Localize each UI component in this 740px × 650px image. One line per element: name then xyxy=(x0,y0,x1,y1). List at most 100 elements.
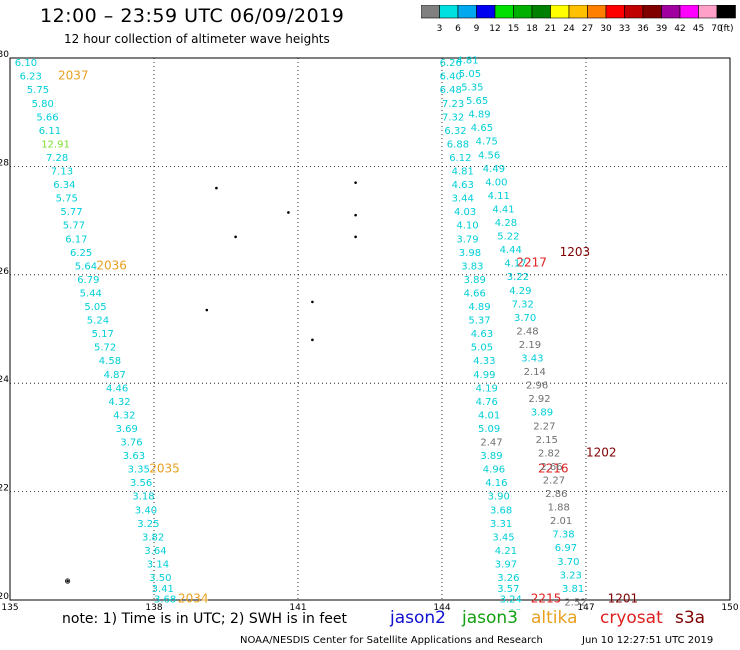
wave-height-value: 4.89 xyxy=(468,302,490,313)
mission-legend-jason3: jason3 xyxy=(462,608,518,628)
wave-height-value: 4.87 xyxy=(104,370,126,381)
wave-height-value: 7.28 xyxy=(46,153,68,164)
pass-time-label: 1203 xyxy=(560,245,591,259)
map-frame xyxy=(9,57,731,601)
wave-height-value: 3.18 xyxy=(132,492,154,503)
wave-height-value: 1.88 xyxy=(548,503,570,514)
wave-height-value: 2.01 xyxy=(550,516,572,527)
island-dot xyxy=(287,211,290,214)
colorbar-tick-label: 70 xyxy=(711,24,723,34)
wave-height-value: 4.33 xyxy=(473,356,495,367)
colorbar-tick-label: 36 xyxy=(637,24,649,34)
wave-height-value: 4.99 xyxy=(473,370,495,381)
mission-legend-jason2: jason2 xyxy=(390,608,446,628)
wave-height-value: 4.11 xyxy=(488,191,510,202)
wave-height-value: 2.27 xyxy=(533,421,555,432)
footer-note: note: 1) Time is in UTC; 2) SWH is in fe… xyxy=(62,611,348,627)
lat-tick-label: 24 xyxy=(0,375,9,385)
wave-height-value: 4.32 xyxy=(108,397,130,408)
wave-height-value: 5.75 xyxy=(27,85,49,96)
wave-height-value: 5.66 xyxy=(36,112,58,123)
wave-height-value: 5.24 xyxy=(87,316,109,327)
wave-height-value: 6.79 xyxy=(77,275,99,286)
wave-height-value: 3.24 xyxy=(500,595,522,606)
wave-height-value: 5.77 xyxy=(63,221,85,232)
wave-height-value: 3.31 xyxy=(490,519,512,530)
wave-height-value: 5.09 xyxy=(478,424,500,435)
wave-height-value: 3.14 xyxy=(147,559,169,570)
wave-height-value: 6.25 xyxy=(70,248,92,259)
wave-height-value: 4.16 xyxy=(485,478,507,489)
map-title: 12:00 – 23:59 UTC 06/09/2019 xyxy=(40,5,345,27)
island-dot xyxy=(311,338,314,342)
wave-height-value: 5.05 xyxy=(471,343,493,354)
colorbar-tick-label: 15 xyxy=(508,24,519,34)
wave-height-value: 3.23 xyxy=(560,570,582,581)
credit-line: NOAA/NESDIS Center for Satellite Applica… xyxy=(240,635,543,646)
wave-height-value: 5.65 xyxy=(466,96,488,107)
wave-height-value: 3.76 xyxy=(120,438,142,449)
island-dot xyxy=(354,235,357,239)
wave-height-value: 2.66 xyxy=(540,462,562,473)
wave-height-value: 3.22 xyxy=(507,272,529,283)
colorbar-tick-label: 27 xyxy=(582,24,593,34)
wave-height-value: 5.64 xyxy=(75,261,97,272)
island-dot xyxy=(234,235,237,239)
lat-tick-label: 22 xyxy=(0,484,9,494)
wave-height-value: 6.48 xyxy=(440,85,462,96)
wave-height-value: 6.88 xyxy=(447,139,469,150)
wave-height-value: 2.86 xyxy=(545,489,567,500)
wave-height-value: 2.82 xyxy=(538,448,560,459)
wave-height-value: 3.41 xyxy=(152,584,174,595)
mission-legend-s3a: s3a xyxy=(675,608,706,628)
wave-height-value: 4.96 xyxy=(483,465,505,476)
wave-height-value: 4.00 xyxy=(485,177,507,188)
wave-height-value: 3.98 xyxy=(459,248,481,259)
wave-height-value: 5.80 xyxy=(32,99,54,110)
wave-height-value: 5.77 xyxy=(60,207,82,218)
wave-height-value: 3.79 xyxy=(456,234,478,245)
wave-height-value: 3.63 xyxy=(123,451,145,462)
wave-height-value: 4.17 xyxy=(504,259,526,270)
wave-height-value: 3.44 xyxy=(452,194,474,205)
wave-height-value: 6.34 xyxy=(53,180,75,191)
wave-height-value: 4.21 xyxy=(495,546,517,557)
wave-height-value: 4.65 xyxy=(471,123,493,134)
wave-height-value: 4.19 xyxy=(476,383,498,394)
wave-height-value: 6.11 xyxy=(39,126,61,137)
wave-height-value: 3.68 xyxy=(490,505,512,516)
wave-height-value: 6.32 xyxy=(444,126,466,137)
wave-height-value: 4.81 xyxy=(456,55,478,66)
wave-height-value: 3.68 xyxy=(154,595,176,606)
wave-height-value: 4.63 xyxy=(471,329,493,340)
pass-time-label: 2215 xyxy=(531,592,562,606)
colorbar-tick-label: 3 xyxy=(437,24,443,34)
wave-height-value: 4.81 xyxy=(452,167,474,178)
wave-height-value: 7.13 xyxy=(51,167,73,178)
wave-height-value: 5.35 xyxy=(461,83,483,94)
wave-height-value: 3.50 xyxy=(149,573,171,584)
wave-height-value: 4.25 xyxy=(500,608,522,610)
wave-height-value: 4.46 xyxy=(106,383,128,394)
wave-height-value: 5.22 xyxy=(497,232,519,243)
wave-height-value: 3.89 xyxy=(480,451,502,462)
wave-height-value: 5.37 xyxy=(468,316,490,327)
wave-height-value: 3.40 xyxy=(135,505,157,516)
wave-height-value: 4.49 xyxy=(483,164,505,175)
pass-time-label: 1201 xyxy=(608,592,639,606)
wave-height-value: 5.05 xyxy=(84,302,106,313)
wave-height-value: 7.32 xyxy=(442,112,464,123)
wave-height-value: 6.26 xyxy=(440,58,462,69)
wave-height-value: 2.27 xyxy=(543,475,565,486)
wave-height-value: 6.10 xyxy=(15,58,37,69)
wave-height-value: 3.26 xyxy=(497,573,519,584)
wave-height-value: 6.12 xyxy=(449,153,471,164)
colorbar-swatch xyxy=(716,5,736,19)
lon-tick-label: 150 xyxy=(721,603,738,610)
wave-height-value: 3.70 xyxy=(514,313,536,324)
wave-height-value: 3.64 xyxy=(144,546,166,557)
wave-height-value: 3.43 xyxy=(521,354,543,365)
lon-tick-label: 135 xyxy=(1,603,18,610)
colorbar-tick-label: 39 xyxy=(656,24,668,34)
colorbar-tick-label: 18 xyxy=(526,24,538,34)
